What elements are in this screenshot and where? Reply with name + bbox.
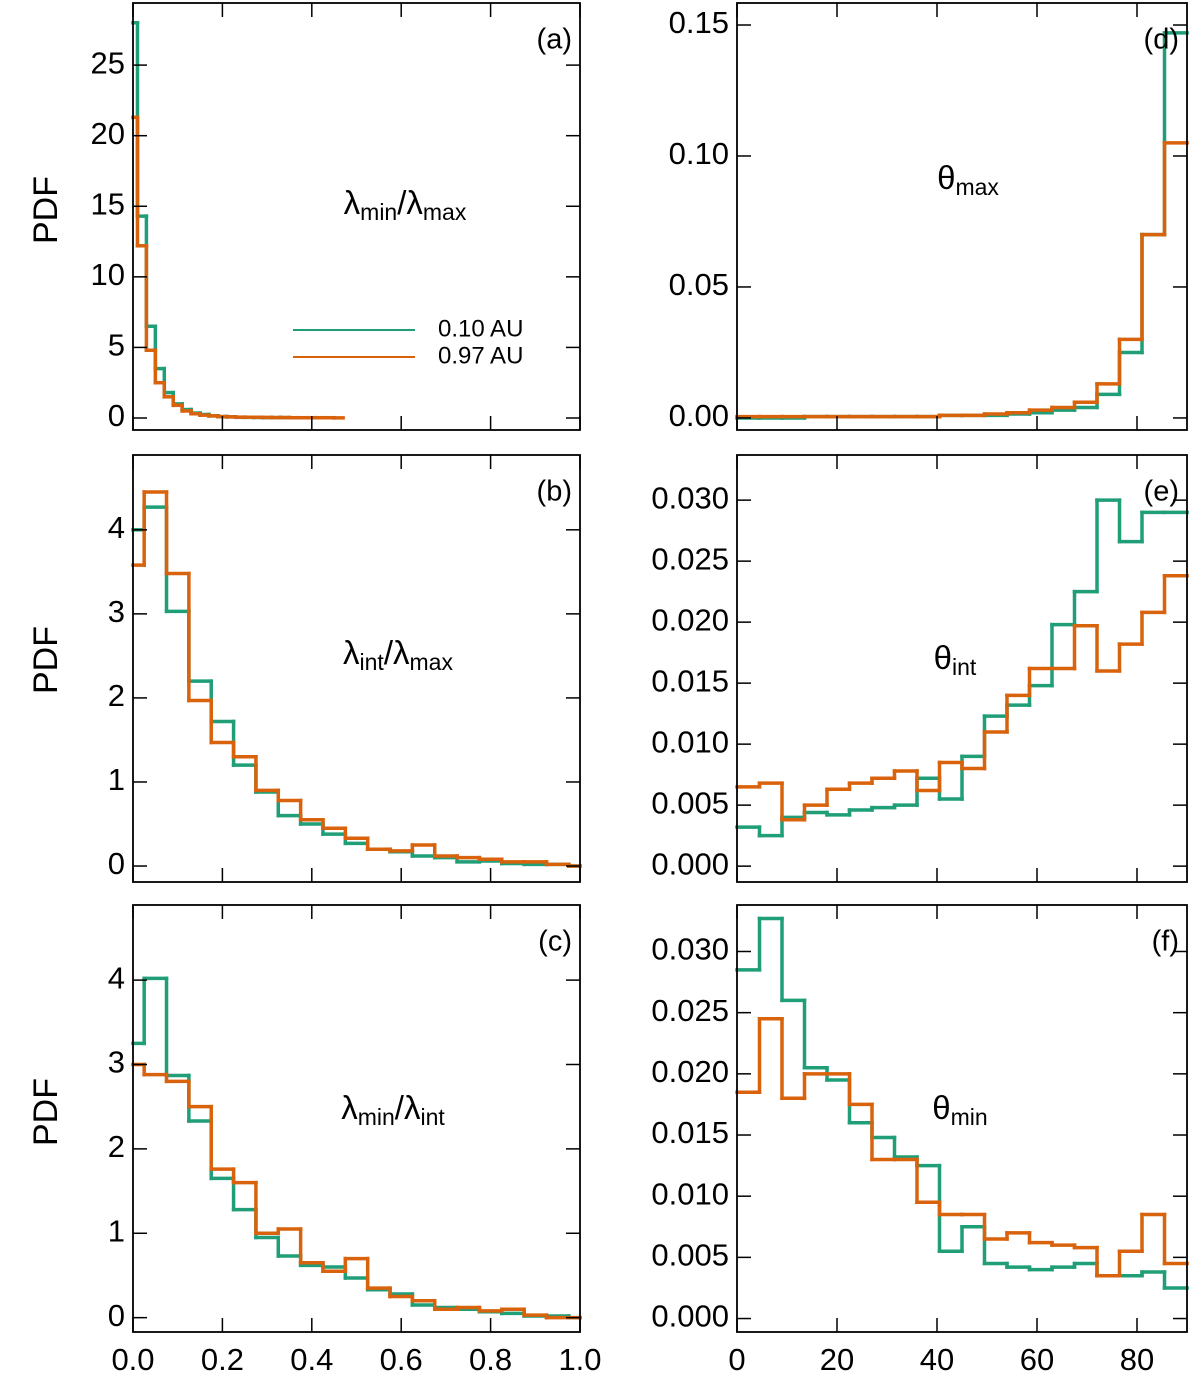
annotation-part: /λ — [384, 634, 410, 671]
y-tick-label: 4 — [108, 510, 125, 545]
x-tick-label: 1.0 — [558, 1342, 601, 1377]
y-tick-label: 0.025 — [651, 541, 729, 576]
plot-frame — [132, 904, 581, 1333]
y-tick-label: 5 — [108, 328, 125, 363]
plot-frame — [736, 454, 1188, 883]
y-tick-label: 20 — [91, 116, 125, 151]
x-tick-label: 0.6 — [380, 1342, 423, 1377]
annotation: θint — [934, 639, 977, 680]
annotation-part: /λ — [397, 184, 423, 221]
y-tick-label: 25 — [91, 45, 125, 80]
y-tick-label: 0.020 — [651, 1054, 729, 1089]
y-tick-label: 0 — [108, 398, 125, 433]
y-tick-label: 0 — [108, 846, 125, 881]
y-tick-label: 1 — [108, 1213, 125, 1248]
panel-label: (e) — [1144, 476, 1179, 508]
annotation-part: min — [951, 1104, 988, 1130]
x-tick-label: 0.2 — [201, 1342, 244, 1377]
plot-frame — [132, 2, 581, 431]
y-tick-label: 0.15 — [669, 5, 729, 40]
x-tick-label: 80 — [1120, 1342, 1154, 1377]
plot-frame — [736, 2, 1188, 431]
panel-label: (c) — [538, 926, 572, 958]
legend-label: 0.97 AU — [438, 342, 523, 369]
y-tick-label: 0.000 — [651, 1299, 729, 1334]
panel-label: (d) — [1144, 24, 1179, 56]
y-tick-label: 0.005 — [651, 1238, 729, 1273]
y-tick-label: 2 — [108, 1129, 125, 1164]
panel-label: (f) — [1152, 926, 1179, 958]
panel-label: (b) — [537, 476, 572, 508]
annotation-part: max — [410, 649, 454, 675]
y-axis-label: PDF — [27, 176, 65, 244]
annotation-part: min — [360, 199, 397, 225]
annotation-part: /λ — [395, 1089, 421, 1126]
y-tick-label: 0.020 — [651, 602, 729, 637]
x-tick-label: 0.8 — [469, 1342, 512, 1377]
y-tick-label: 0.010 — [651, 1176, 729, 1211]
x-tick-label: 0.0 — [111, 1342, 154, 1377]
y-tick-label: 0.010 — [651, 724, 729, 759]
y-tick-label: 0.10 — [669, 136, 729, 171]
x-tick-label: 0.4 — [290, 1342, 333, 1377]
annotation-part: min — [358, 1104, 395, 1130]
y-tick-label: 2 — [108, 678, 125, 713]
annotation-part: θ — [932, 1089, 950, 1126]
y-tick-label: 4 — [108, 960, 125, 995]
y-tick-label: 0.025 — [651, 993, 729, 1028]
panel-label: (a) — [537, 24, 572, 56]
y-tick-label: 0.000 — [651, 846, 729, 881]
y-tick-label: 0.015 — [651, 1115, 729, 1150]
legend-label: 0.10 AU — [438, 315, 523, 342]
annotation-part: int — [360, 649, 385, 675]
y-tick-label: 3 — [108, 594, 125, 629]
annotation: λmin/λint — [341, 1089, 445, 1130]
y-tick-label: 0.005 — [651, 785, 729, 820]
y-tick-label: 0.00 — [669, 398, 729, 433]
y-tick-label: 3 — [108, 1045, 125, 1080]
y-tick-label: 0.05 — [669, 267, 729, 302]
y-axis-label: PDF — [27, 1078, 65, 1146]
annotation-part: λ — [341, 1089, 358, 1126]
y-tick-label: 0.015 — [651, 663, 729, 698]
plot-frame — [736, 904, 1188, 1333]
plot-frame — [132, 454, 581, 883]
x-tick-label: 40 — [920, 1342, 954, 1377]
x-tick-label: 0 — [728, 1342, 745, 1377]
y-tick-label: 0 — [108, 1298, 125, 1333]
x-tick-label: 60 — [1020, 1342, 1054, 1377]
annotation-part: int — [952, 654, 977, 680]
annotation-part: λ — [343, 634, 360, 671]
y-tick-label: 15 — [91, 186, 125, 221]
annotation: θmax — [937, 159, 999, 200]
annotation-part: θ — [934, 639, 952, 676]
annotation-part: int — [420, 1104, 445, 1130]
annotation: θmin — [932, 1089, 987, 1130]
y-axis-label: PDF — [27, 626, 65, 694]
annotation-part: max — [423, 199, 467, 225]
annotation-part: λ — [344, 184, 361, 221]
y-tick-label: 1 — [108, 762, 125, 797]
annotation-part: max — [955, 174, 999, 200]
annotation: λmin/λmax — [344, 184, 467, 225]
annotation: λint/λmax — [343, 634, 453, 675]
annotation-part: θ — [937, 159, 955, 196]
y-tick-label: 10 — [91, 257, 125, 292]
x-tick-label: 20 — [820, 1342, 854, 1377]
y-tick-label: 0.030 — [651, 932, 729, 967]
y-tick-label: 0.030 — [651, 480, 729, 515]
